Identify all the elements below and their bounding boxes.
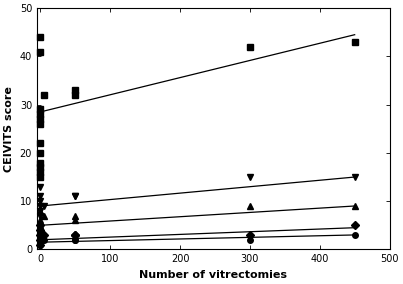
Y-axis label: CEIVITS score: CEIVITS score — [4, 86, 14, 172]
X-axis label: Number of vitrectomies: Number of vitrectomies — [139, 270, 287, 280]
